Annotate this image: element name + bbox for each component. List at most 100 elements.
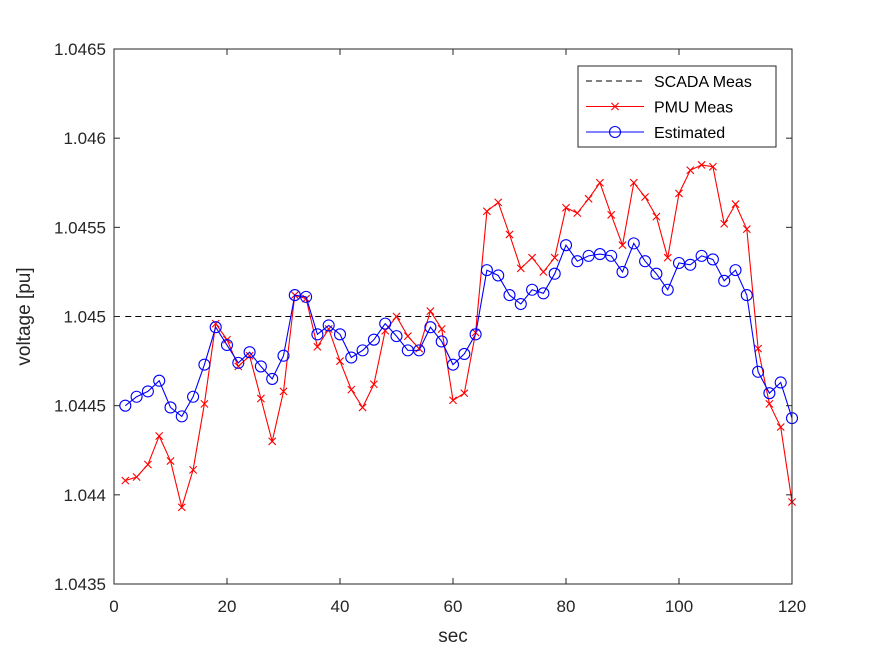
point-estimated (175, 410, 188, 423)
x-tick-label: 120 (778, 597, 806, 616)
point-pmu-meas (663, 253, 672, 262)
point-pmu-meas (358, 403, 367, 412)
point-pmu-meas (505, 230, 514, 239)
point-estimated (345, 351, 358, 364)
series-layer (119, 160, 799, 512)
point-estimated (661, 283, 674, 296)
point-pmu-meas (347, 385, 356, 394)
point-estimated (277, 349, 290, 362)
axes-layer: 0 20 40 60 80 100 120 1.0435 1.044 1.0445 1.045 1.0… (54, 40, 806, 616)
point-estimated (650, 267, 663, 280)
legend-marker-estimated (608, 125, 622, 139)
point-pmu-meas (403, 332, 412, 341)
y-tick-label: 1.0465 (54, 40, 106, 59)
point-estimated (379, 317, 392, 330)
point-pmu-meas (336, 357, 344, 366)
legend-item-estimated: Estimated (586, 125, 725, 142)
point-estimated (492, 269, 505, 282)
point-estimated (639, 255, 652, 268)
point-pmu-meas (731, 200, 740, 209)
legend: SCADA Meas PMU Meas Estimated (577, 65, 777, 148)
y-tick-label: 1.046 (63, 129, 106, 148)
point-estimated (605, 249, 618, 262)
point-pmu-meas (256, 394, 265, 403)
point-pmu-meas (200, 399, 209, 408)
y-tick-label: 1.0445 (54, 397, 106, 416)
point-estimated (243, 346, 256, 359)
point-pmu-meas (279, 387, 288, 396)
point-pmu-meas (765, 399, 774, 408)
point-pmu-meas (121, 476, 130, 485)
x-tick-label: 80 (557, 597, 576, 616)
point-pmu-meas (132, 473, 141, 481)
point-estimated (266, 372, 279, 385)
point-pmu-meas (720, 219, 729, 228)
point-estimated (311, 328, 324, 341)
point-estimated (582, 249, 595, 262)
point-estimated (130, 390, 143, 403)
point-pmu-meas (562, 203, 570, 212)
legend-marker-pmu-meas (611, 102, 619, 111)
point-pmu-meas (494, 198, 503, 207)
point-estimated (198, 358, 211, 371)
point-estimated (480, 264, 493, 277)
x-tick-label: 100 (665, 597, 693, 616)
point-pmu-meas (607, 210, 616, 219)
point-estimated (367, 333, 380, 346)
point-pmu-meas (539, 267, 548, 276)
point-estimated (503, 289, 516, 302)
point-estimated (740, 289, 753, 302)
point-pmu-meas (268, 437, 277, 446)
point-pmu-meas (742, 225, 751, 234)
point-pmu-meas (618, 241, 627, 250)
point-estimated (187, 390, 200, 403)
point-pmu-meas (652, 212, 661, 221)
point-pmu-meas (528, 253, 537, 262)
point-pmu-meas (211, 319, 220, 328)
point-estimated (469, 328, 482, 341)
x-tick-label: 40 (331, 597, 350, 616)
point-estimated (684, 258, 697, 271)
legend-items: SCADA Meas PMU Meas Estimated (586, 74, 752, 142)
point-estimated (164, 401, 177, 414)
point-pmu-meas (686, 166, 695, 175)
point-estimated (706, 253, 719, 266)
point-pmu-meas (460, 389, 469, 398)
point-pmu-meas (437, 324, 446, 333)
legend-item-scada-meas: SCADA Meas (586, 74, 752, 91)
point-estimated (390, 330, 403, 343)
point-estimated (254, 360, 267, 373)
legend-label-scada-meas: SCADA Meas (654, 74, 752, 91)
point-pmu-meas (177, 503, 186, 512)
point-pmu-meas (629, 178, 638, 187)
series-line-estimated (124, 242, 793, 419)
y-tick-label: 1.0455 (54, 218, 106, 237)
point-estimated (300, 290, 313, 303)
y-tick-label: 1.044 (63, 486, 106, 505)
point-pmu-meas (776, 423, 785, 432)
point-estimated (695, 249, 708, 262)
series-line-pmu-meas (125, 164, 793, 510)
y-axis-label: voltage [pu] (14, 267, 35, 365)
point-estimated (627, 237, 640, 250)
series-estimated (119, 237, 799, 425)
legend-item-pmu-meas: PMU Meas (586, 100, 733, 117)
point-estimated (153, 374, 166, 387)
x-tick-label: 60 (444, 597, 463, 616)
y-tick-label: 1.045 (63, 308, 106, 327)
point-pmu-meas (573, 209, 582, 218)
point-pmu-meas (369, 380, 378, 389)
point-estimated (752, 365, 765, 378)
point-pmu-meas (245, 351, 254, 360)
point-estimated (333, 328, 347, 341)
point-pmu-meas (426, 307, 435, 316)
point-estimated (356, 344, 369, 357)
x-tick-label: 0 (109, 597, 118, 616)
x-tick-label: 20 (218, 597, 237, 616)
point-pmu-meas (324, 324, 333, 333)
point-pmu-meas (449, 396, 457, 405)
point-pmu-meas (234, 362, 243, 371)
point-pmu-meas (697, 160, 706, 169)
point-pmu-meas (675, 189, 683, 198)
x-axis-label: sec (438, 626, 468, 647)
